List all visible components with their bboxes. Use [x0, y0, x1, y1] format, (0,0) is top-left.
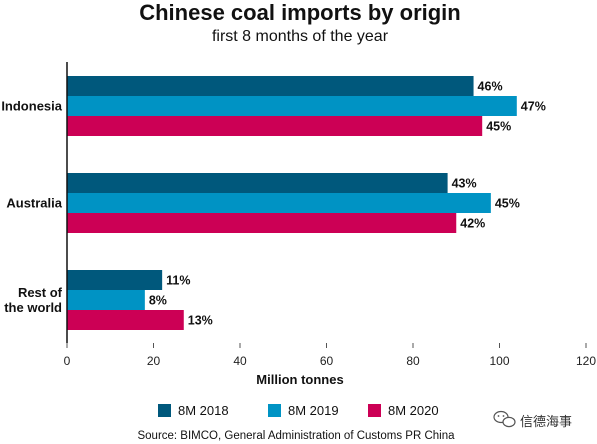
x-tick-label: 120 [576, 354, 596, 368]
bar-0-1 [67, 96, 517, 116]
bar-0-2 [67, 116, 483, 136]
data-label-2-2: 13% [188, 314, 213, 328]
category-label-2: Rest of the world [4, 285, 62, 315]
data-label-0-2: 45% [486, 120, 511, 134]
category-labels-group: Indonesia Australia Rest of the world [1, 99, 62, 316]
bars-group [67, 76, 517, 330]
legend-label-0: 8M 2018 [178, 403, 229, 418]
wechat-icon [493, 410, 516, 428]
category-label-line: Indonesia [1, 99, 62, 114]
category-label-0: Indonesia [1, 99, 62, 114]
bar-2-1 [67, 290, 145, 310]
x-tick-label: 20 [147, 354, 161, 368]
data-label-2-0: 11% [166, 274, 190, 288]
category-label-1: Australia [6, 196, 62, 211]
data-label-0-1: 47% [521, 100, 546, 114]
legend-label-1: 8M 2019 [288, 403, 339, 418]
legend-swatch-1 [268, 404, 281, 417]
x-axis-title: Million tonnes [256, 372, 343, 387]
bar-2-2 [67, 310, 184, 330]
bar-1-1 [67, 193, 491, 213]
watermark-text: 信德海事 [520, 415, 572, 430]
bar-1-0 [67, 173, 448, 193]
category-label-line: Australia [6, 196, 62, 211]
legend-swatch-2 [368, 404, 381, 417]
data-labels-group: 46% 47% 45% 43% 45% 42% 11% 8% 13% [149, 80, 546, 328]
category-label-line: Rest of [18, 285, 63, 300]
bar-2-0 [67, 270, 163, 290]
watermark: 信德海事 [493, 410, 572, 430]
data-label-1-2: 42% [460, 217, 485, 231]
data-label-0-0: 46% [478, 80, 503, 94]
x-tick-label: 60 [320, 354, 334, 368]
x-tick-label: 0 [64, 354, 71, 368]
x-tick-label: 100 [489, 354, 509, 368]
x-tick-label: 40 [233, 354, 247, 368]
data-label-1-0: 43% [452, 177, 477, 191]
bar-0-0 [67, 76, 474, 96]
chart-title: Chinese coal imports by origin [139, 0, 461, 25]
x-tick-label: 80 [406, 354, 420, 368]
x-axis-ticks-group: 0 20 40 60 80 100 120 [64, 343, 596, 368]
category-label-line: the world [4, 300, 62, 315]
data-label-2-1: 8% [149, 294, 167, 308]
source-note: Source: BIMCO, General Administration of… [137, 430, 455, 442]
bar-1-2 [67, 213, 457, 233]
data-label-1-1: 45% [495, 197, 520, 211]
legend-label-2: 8M 2020 [388, 403, 439, 418]
legend: 8M 2018 8M 2019 8M 2020 [158, 403, 439, 418]
legend-swatch-0 [158, 404, 171, 417]
chart-subtitle: first 8 months of the year [212, 28, 389, 45]
